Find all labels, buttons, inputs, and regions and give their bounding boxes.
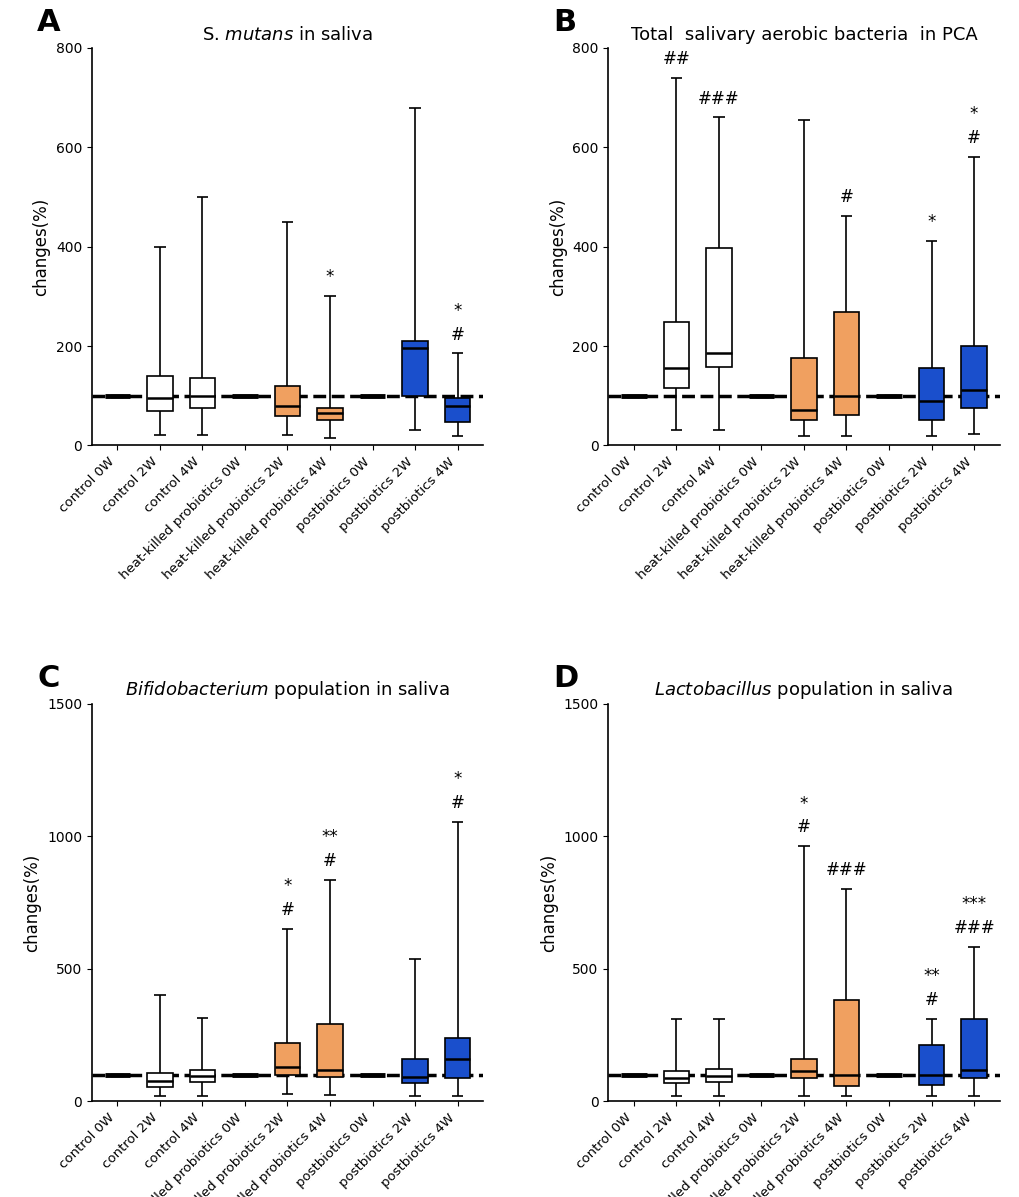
Text: B: B bbox=[553, 8, 576, 37]
Title: Total  salivary aerobic bacteria  in PCA: Total salivary aerobic bacteria in PCA bbox=[630, 25, 976, 43]
Title: $\it{Lactobacillus}$ population in saliva: $\it{Lactobacillus}$ population in saliv… bbox=[654, 680, 953, 701]
Bar bbox=[705, 1069, 731, 1082]
Text: ###: ### bbox=[953, 919, 994, 937]
Y-axis label: changes(%): changes(%) bbox=[539, 853, 557, 952]
Bar bbox=[401, 341, 427, 396]
Bar bbox=[918, 369, 944, 419]
Bar bbox=[663, 322, 689, 388]
Text: #: # bbox=[966, 129, 980, 147]
Bar bbox=[317, 1023, 342, 1077]
Bar bbox=[705, 248, 731, 366]
Text: *: * bbox=[452, 302, 462, 320]
Text: **: ** bbox=[922, 967, 938, 985]
Y-axis label: changes(%): changes(%) bbox=[23, 853, 42, 952]
Text: #: # bbox=[839, 188, 853, 206]
Bar bbox=[274, 1044, 300, 1075]
Text: #: # bbox=[450, 326, 464, 344]
Text: #: # bbox=[280, 901, 294, 919]
Bar bbox=[918, 1045, 944, 1084]
Text: *: * bbox=[325, 268, 334, 286]
Y-axis label: changes(%): changes(%) bbox=[548, 198, 567, 296]
Text: ##: ## bbox=[661, 50, 690, 68]
Text: ###: ### bbox=[824, 861, 866, 879]
Bar bbox=[317, 408, 342, 419]
Text: #: # bbox=[923, 991, 937, 1009]
Text: *: * bbox=[452, 770, 462, 788]
Bar bbox=[147, 1074, 172, 1087]
Text: #: # bbox=[796, 819, 810, 837]
Text: #: # bbox=[450, 794, 464, 812]
Text: ***: *** bbox=[961, 895, 985, 913]
Bar bbox=[444, 1038, 470, 1078]
Text: **: ** bbox=[321, 828, 338, 846]
Bar bbox=[960, 1019, 985, 1078]
Text: *: * bbox=[969, 105, 977, 123]
Title: S. $\it{mutans}$ in saliva: S. $\it{mutans}$ in saliva bbox=[202, 25, 373, 43]
Bar bbox=[274, 385, 300, 415]
Bar bbox=[190, 1070, 215, 1082]
Text: *: * bbox=[283, 877, 291, 895]
Y-axis label: changes(%): changes(%) bbox=[33, 198, 50, 296]
Text: A: A bbox=[37, 8, 60, 37]
Bar bbox=[401, 1059, 427, 1083]
Text: #: # bbox=[323, 852, 336, 870]
Title: $\it{Bifidobacterium}$ population in saliva: $\it{Bifidobacterium}$ population in sal… bbox=[125, 680, 449, 701]
Bar bbox=[147, 376, 172, 411]
Bar bbox=[791, 1059, 816, 1078]
Bar bbox=[444, 399, 470, 421]
Text: *: * bbox=[926, 213, 934, 231]
Bar bbox=[833, 312, 858, 414]
Text: ###: ### bbox=[697, 90, 739, 108]
Bar bbox=[190, 378, 215, 408]
Bar bbox=[663, 1071, 689, 1083]
Text: C: C bbox=[37, 664, 59, 693]
Bar bbox=[791, 358, 816, 419]
Bar bbox=[960, 346, 985, 408]
Bar bbox=[833, 999, 858, 1086]
Text: D: D bbox=[553, 664, 578, 693]
Text: *: * bbox=[799, 795, 807, 813]
